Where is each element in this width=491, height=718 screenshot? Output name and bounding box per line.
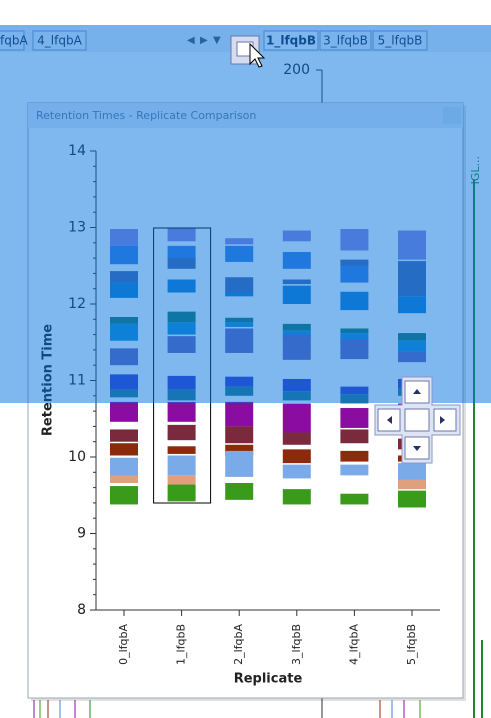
dock-preview <box>0 25 491 403</box>
segment <box>225 450 254 477</box>
segment <box>282 403 311 433</box>
segment <box>225 483 254 500</box>
x-tick-label: 5_lfqbB <box>405 624 418 665</box>
segment <box>110 401 138 422</box>
x-tick-label: 0_lfqbA <box>117 624 130 665</box>
y-tick-label: 9 <box>77 526 86 542</box>
segment <box>167 446 196 454</box>
drag-cursor <box>230 35 266 68</box>
segment <box>340 464 369 476</box>
segment <box>110 475 138 484</box>
segment <box>282 449 311 464</box>
segment <box>340 429 369 444</box>
segment <box>110 429 138 442</box>
x-axis-title: Replicate <box>234 672 303 687</box>
segment <box>110 457 138 477</box>
segment <box>340 493 369 505</box>
segment <box>110 443 138 456</box>
x-tick-label: 2_lfqbA <box>232 624 245 665</box>
segment <box>398 479 426 490</box>
segment <box>398 463 426 480</box>
y-tick-label: 10 <box>68 449 86 465</box>
segment <box>340 450 369 462</box>
segment <box>282 489 311 505</box>
x-tick-label: 4_lfqbA <box>347 624 360 665</box>
dock-compass[interactable] <box>374 376 461 464</box>
y-tick-label: 8 <box>77 602 86 618</box>
bg-strip <box>33 700 421 718</box>
segment <box>110 486 138 505</box>
segment <box>167 401 196 422</box>
x-tick-label: 1_lfqbB <box>175 624 188 665</box>
segment <box>225 444 254 456</box>
segment <box>167 424 196 441</box>
segment <box>225 401 254 427</box>
segment <box>282 432 311 445</box>
x-tick-label: 3_lfqbB <box>290 624 303 665</box>
segment <box>225 426 254 444</box>
segment <box>340 408 369 428</box>
segment <box>167 484 196 502</box>
segment <box>167 455 196 476</box>
segment <box>282 464 311 479</box>
segment <box>167 475 196 485</box>
segment <box>398 490 426 508</box>
